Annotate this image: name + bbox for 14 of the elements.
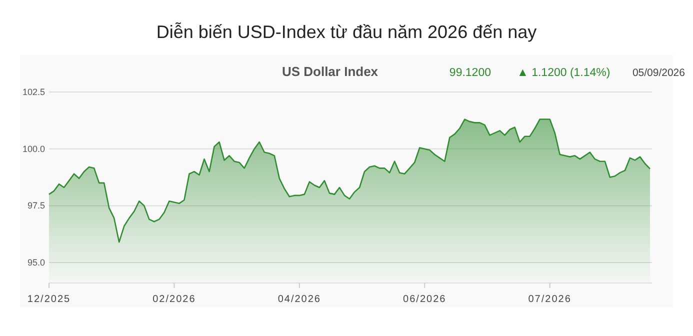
y-tick-label: 97.5: [27, 200, 45, 211]
text: 99.1200: [449, 67, 491, 79]
y-tick-label: 102.5: [22, 87, 45, 97]
x-tick-label: 06/2026: [403, 294, 446, 305]
chart-title: Diễn biến USD-Index từ đầu năm 2026 đến nay: [156, 22, 537, 42]
x-tick-label: 12/2025: [27, 294, 71, 305]
y-tick-label: 95.0: [27, 258, 45, 268]
text: ▲ 1.1200 (1.14%): [517, 67, 610, 79]
x-tick-label: 04/2026: [278, 294, 321, 305]
x-tick-label: 02/2026: [152, 294, 196, 305]
text: 05/09/2026: [632, 67, 686, 79]
y-tick-label: 100.0: [22, 144, 45, 154]
chart-subtitle: US Dollar Index: [282, 64, 379, 79]
x-tick-label: 07/2026: [528, 294, 572, 305]
